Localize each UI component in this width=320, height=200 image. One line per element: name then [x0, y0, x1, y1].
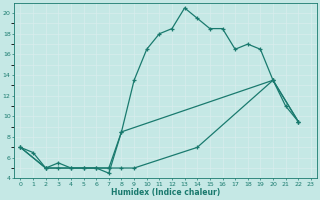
X-axis label: Humidex (Indice chaleur): Humidex (Indice chaleur) [111, 188, 220, 197]
